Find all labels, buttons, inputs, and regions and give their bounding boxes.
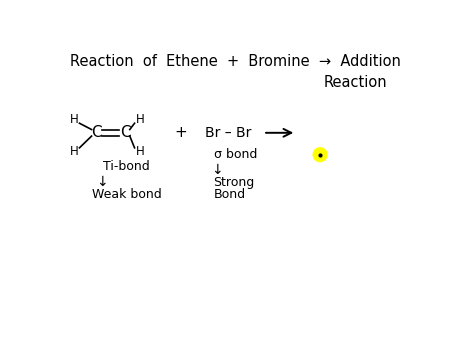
Text: H: H [136,146,145,158]
Point [316,152,324,158]
Text: H: H [136,113,145,126]
Text: ↓: ↓ [211,163,223,177]
Text: C: C [120,125,131,140]
Text: Ti-bond: Ti-bond [103,160,150,174]
Text: C: C [91,125,101,140]
Text: Reaction: Reaction [324,75,387,91]
Text: σ bond: σ bond [213,148,257,161]
Text: H: H [70,113,78,126]
Text: Bond: Bond [213,188,246,201]
Text: Br – Br: Br – Br [205,126,251,140]
Text: +: + [174,125,187,140]
Point [316,152,324,158]
Text: H: H [70,146,78,158]
Text: Reaction  of  Ethene  +  Bromine  →  Addition: Reaction of Ethene + Bromine → Addition [70,54,401,69]
Text: Weak bond: Weak bond [92,188,162,201]
Text: Strong: Strong [213,175,255,189]
Text: ↓: ↓ [96,175,107,189]
